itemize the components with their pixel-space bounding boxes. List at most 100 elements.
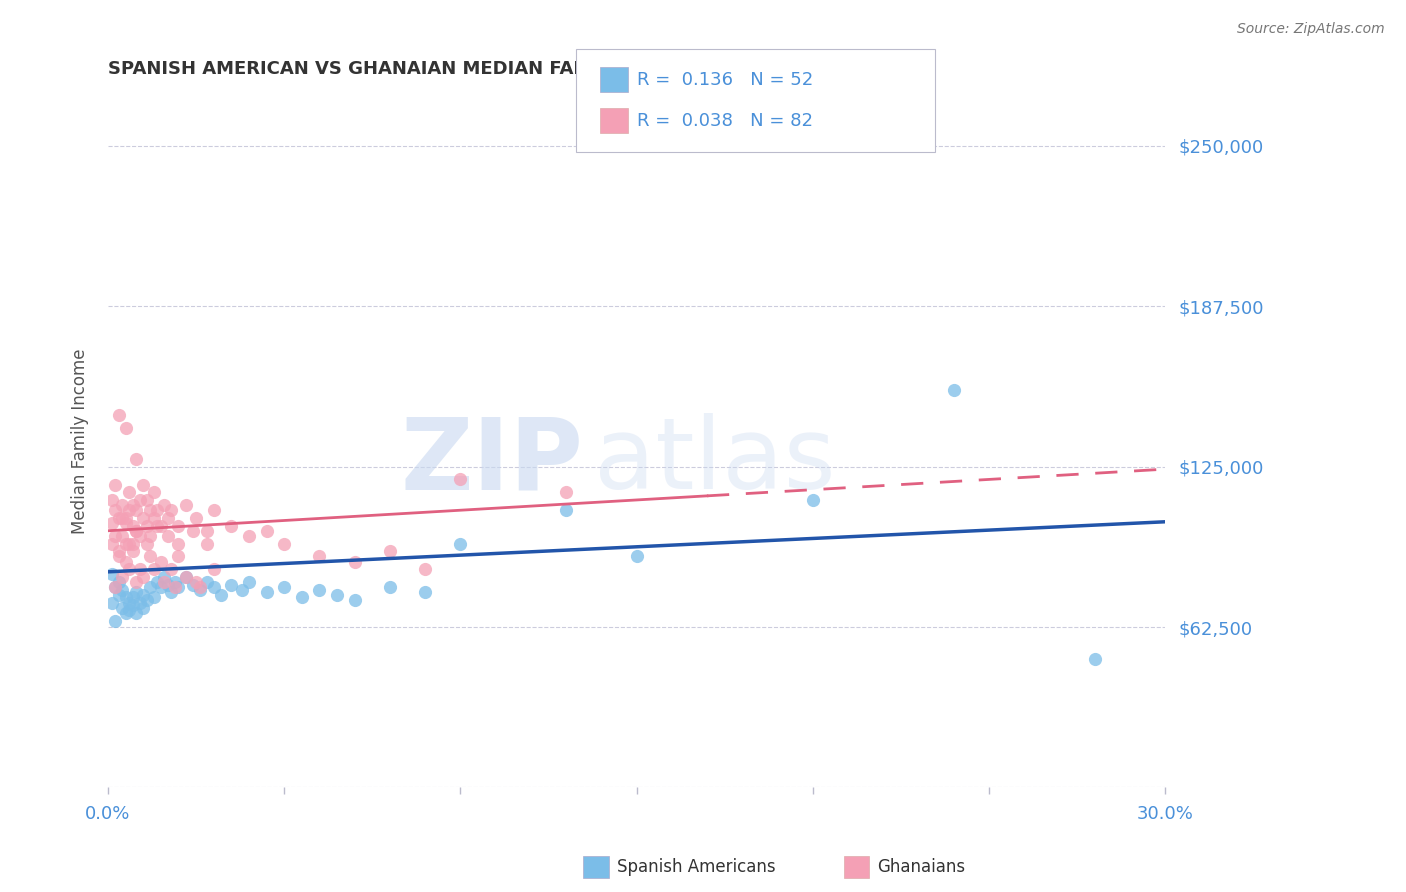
Point	[156, 529, 179, 543]
Point	[135, 492, 157, 507]
Point	[135, 593, 157, 607]
Point	[114, 536, 136, 550]
Point	[146, 518, 169, 533]
Point	[413, 585, 436, 599]
Point	[142, 485, 165, 500]
Y-axis label: Median Family Income: Median Family Income	[72, 348, 89, 533]
Point	[125, 503, 148, 517]
Point	[139, 549, 162, 564]
Point	[104, 503, 127, 517]
Point	[160, 585, 183, 599]
Point	[146, 575, 169, 590]
Point	[100, 516, 122, 530]
Point	[188, 582, 211, 597]
Point	[142, 591, 165, 605]
Point	[1084, 652, 1107, 666]
Point	[118, 603, 141, 617]
Point	[107, 511, 129, 525]
Point	[238, 529, 260, 543]
Point	[942, 383, 965, 397]
Point	[184, 575, 207, 590]
Point	[326, 588, 349, 602]
Point	[121, 536, 143, 550]
Text: Source: ZipAtlas.com: Source: ZipAtlas.com	[1237, 22, 1385, 37]
Point	[125, 575, 148, 590]
Point	[118, 536, 141, 550]
Point	[125, 524, 148, 538]
Point	[167, 580, 190, 594]
Point	[111, 498, 134, 512]
Point	[132, 600, 155, 615]
Point	[121, 498, 143, 512]
Point	[149, 518, 172, 533]
Point	[121, 544, 143, 558]
Point	[111, 511, 134, 525]
Point	[135, 518, 157, 533]
Point	[114, 511, 136, 525]
Point	[139, 529, 162, 543]
Point	[188, 580, 211, 594]
Text: ZIP: ZIP	[401, 413, 583, 510]
Text: R =  0.038   N = 82: R = 0.038 N = 82	[637, 112, 813, 130]
Point	[308, 582, 330, 597]
Point	[125, 524, 148, 538]
Point	[100, 492, 122, 507]
Point	[111, 582, 134, 597]
Point	[160, 503, 183, 517]
Point	[100, 596, 122, 610]
Point	[221, 518, 243, 533]
Point	[163, 575, 186, 590]
Point	[238, 575, 260, 590]
Point	[308, 549, 330, 564]
Point	[343, 593, 366, 607]
Point	[555, 503, 578, 517]
Point	[221, 577, 243, 591]
Point	[121, 518, 143, 533]
Point	[256, 585, 278, 599]
Point	[146, 503, 169, 517]
Point	[174, 498, 197, 512]
Point	[291, 591, 314, 605]
Point	[231, 582, 253, 597]
Point	[107, 544, 129, 558]
Text: SPANISH AMERICAN VS GHANAIAN MEDIAN FAMILY INCOME CORRELATION CHART: SPANISH AMERICAN VS GHANAIAN MEDIAN FAMI…	[108, 60, 928, 78]
Point	[626, 549, 648, 564]
Point	[153, 570, 176, 584]
Point	[125, 585, 148, 599]
Point	[202, 503, 225, 517]
Point	[118, 562, 141, 576]
Point	[132, 477, 155, 491]
Point	[107, 588, 129, 602]
Point	[111, 529, 134, 543]
Point	[121, 598, 143, 612]
Point	[128, 562, 150, 576]
Point	[139, 580, 162, 594]
Point	[111, 600, 134, 615]
Text: atlas: atlas	[595, 413, 837, 510]
Point	[125, 606, 148, 620]
Point	[118, 485, 141, 500]
Point	[167, 518, 190, 533]
Point	[181, 577, 204, 591]
Point	[142, 562, 165, 576]
Point	[195, 575, 218, 590]
Text: Ghanaians: Ghanaians	[877, 858, 966, 876]
Point	[160, 562, 183, 576]
Point	[128, 529, 150, 543]
Point	[142, 511, 165, 525]
Point	[413, 562, 436, 576]
Point	[114, 591, 136, 605]
Point	[202, 562, 225, 576]
Point	[135, 536, 157, 550]
Point	[107, 575, 129, 590]
Point	[174, 570, 197, 584]
Point	[132, 570, 155, 584]
Point	[378, 544, 401, 558]
Point	[167, 536, 190, 550]
Point	[149, 555, 172, 569]
Point	[181, 524, 204, 538]
Point	[174, 570, 197, 584]
Point	[153, 498, 176, 512]
Point	[125, 451, 148, 466]
Point	[128, 596, 150, 610]
